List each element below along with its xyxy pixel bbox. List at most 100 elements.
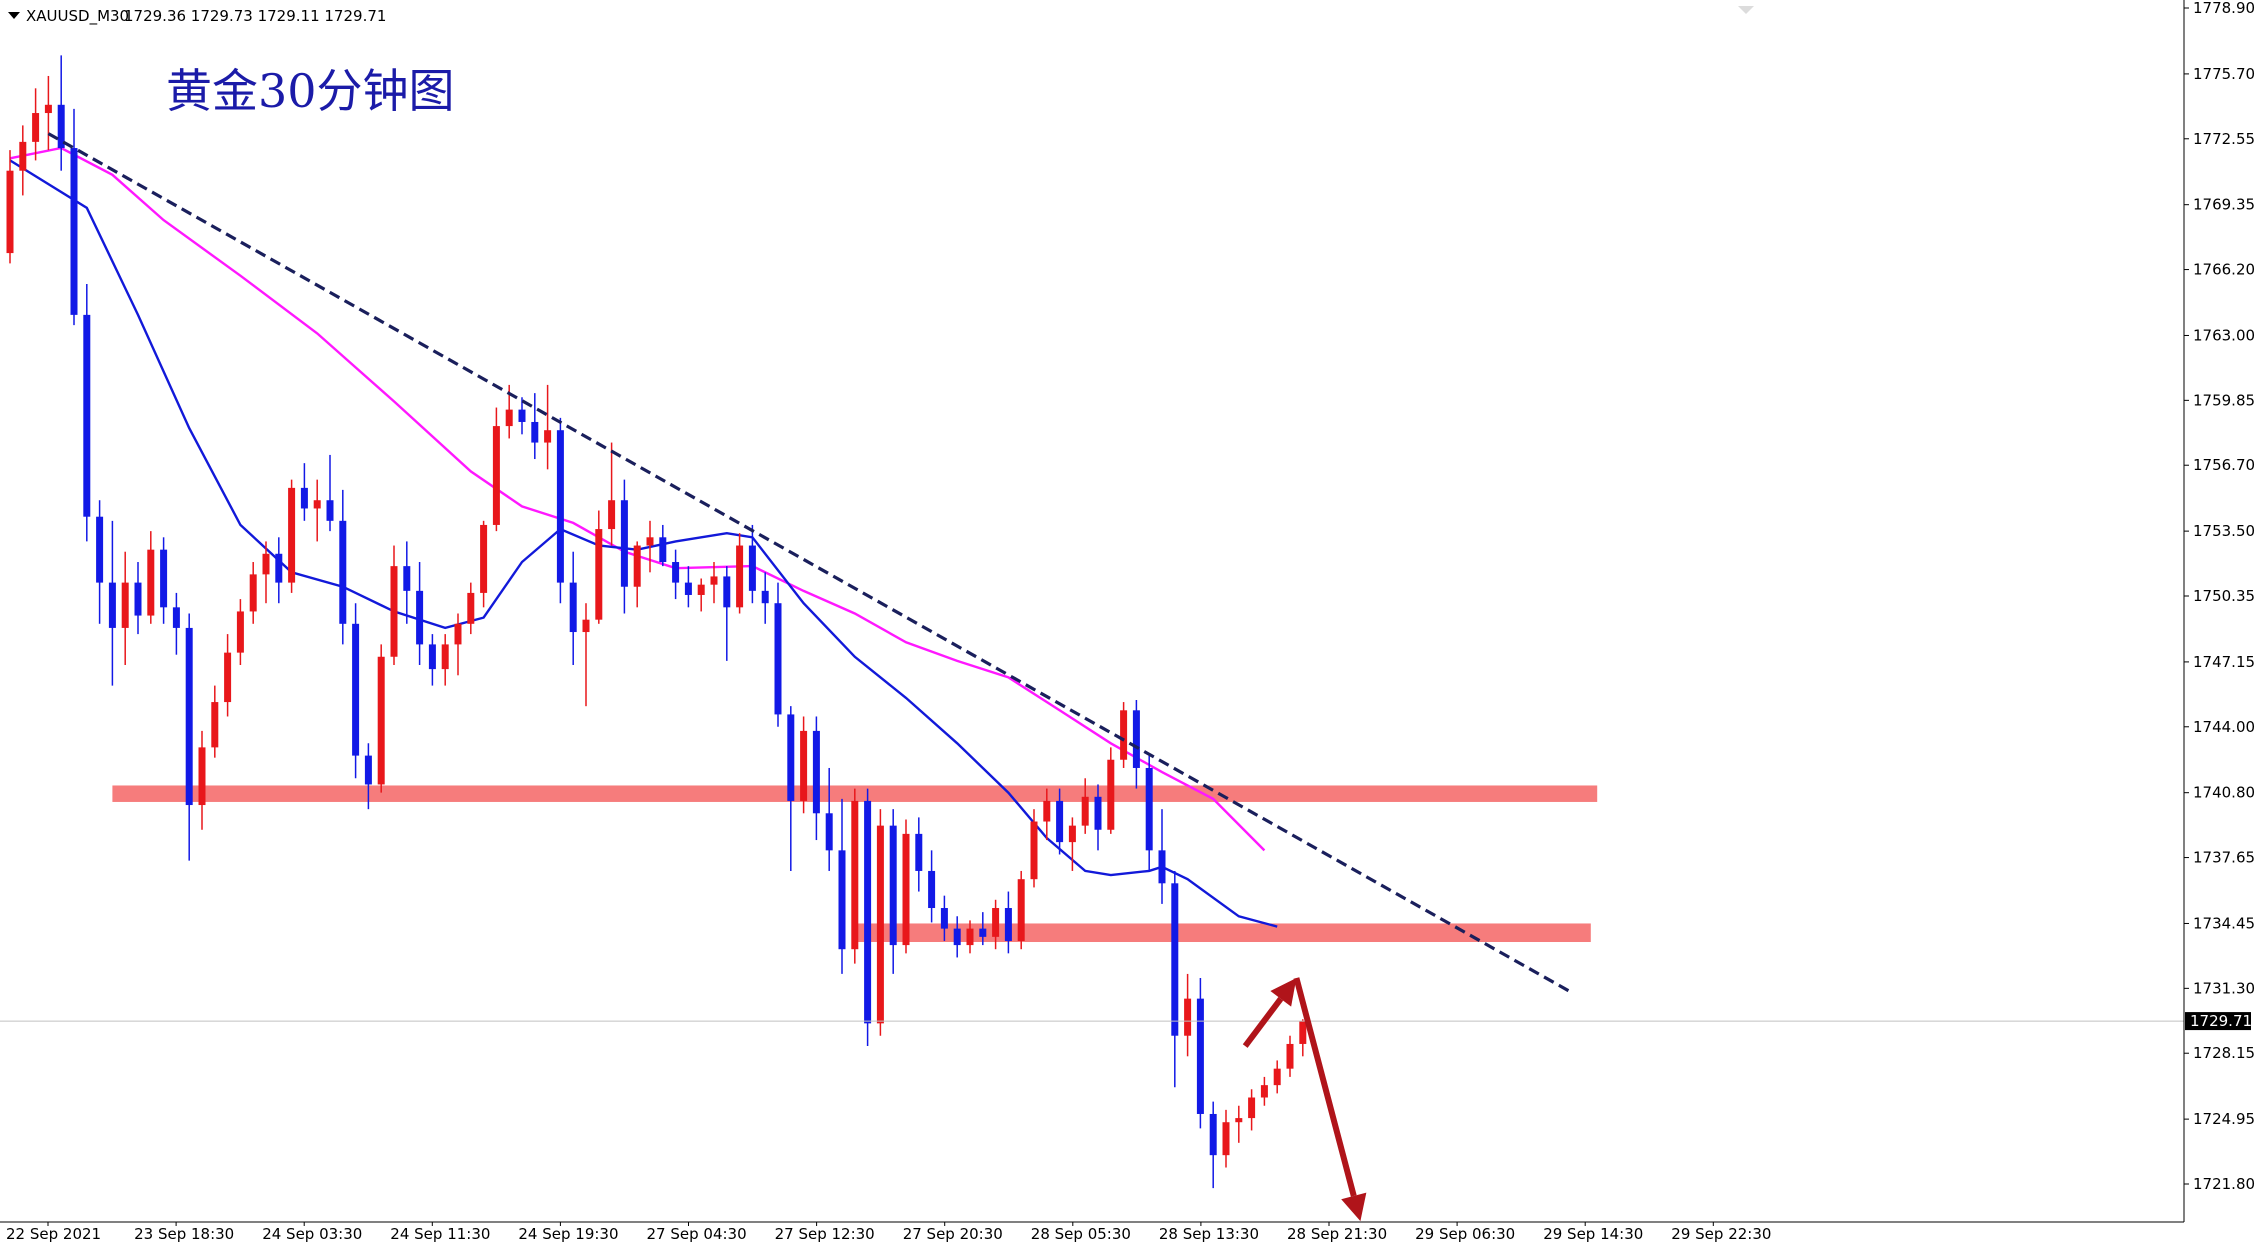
candle-body (1030, 821, 1038, 880)
y-tick-label: 1728.15 (2193, 1044, 2255, 1062)
candle-body (236, 611, 244, 653)
candle-body (224, 652, 232, 703)
price-tag-box (2185, 1012, 2251, 1031)
trendline-group (47, 132, 1573, 994)
candle-body (889, 825, 897, 946)
candle-51 (659, 524, 667, 567)
candle-17 (224, 634, 232, 717)
candle-74 (953, 916, 961, 958)
candle-75 (966, 920, 974, 954)
y-tick-label: 1756.70 (2193, 456, 2255, 474)
candle-22 (288, 479, 296, 593)
candle-101 (1299, 1019, 1307, 1057)
candle-56 (723, 566, 731, 661)
candle-body (390, 566, 398, 657)
candle-24 (313, 479, 321, 542)
y-tick-label: 1763.00 (2193, 326, 2255, 344)
candle-body (416, 590, 424, 645)
time-axis[interactable]: 22 Sep 2021 23 Sep 18:30 24 Sep 03:30 24 Se… (6, 1222, 1771, 1243)
candle-44 (569, 551, 577, 665)
y-tick-label: 1734.45 (2193, 914, 2255, 932)
candle-body (364, 755, 372, 785)
candle-43 (556, 417, 564, 604)
candle-34 (441, 634, 449, 686)
candle-body (979, 928, 987, 937)
candle-body (825, 813, 833, 851)
candle-body (915, 833, 923, 871)
candle-47 (608, 442, 616, 546)
candle-body (1286, 1043, 1294, 1069)
candle-body (800, 730, 808, 801)
candle-27 (352, 603, 360, 779)
candle-45 (582, 603, 590, 707)
x-tick-label: 28 Sep 13:30 (1159, 1225, 1259, 1243)
y-tick-label: 1737.65 (2193, 849, 2255, 867)
candle-5 (70, 108, 78, 326)
y-tick-label: 1778.90 (2193, 0, 2255, 17)
candle-body (198, 747, 206, 806)
candle-body (339, 520, 347, 624)
candle-body (1068, 825, 1076, 843)
candle-body (403, 566, 411, 591)
y-tick-label: 1766.20 (2193, 261, 2255, 279)
candle-body (748, 545, 756, 591)
candle-body (646, 537, 654, 546)
y-tick-label: 1724.95 (2193, 1110, 2255, 1128)
candle-6 (83, 283, 91, 542)
candle-body (1132, 710, 1140, 768)
candle-body (787, 714, 795, 801)
candle-53 (684, 566, 692, 608)
candle-98 (1260, 1076, 1268, 1106)
candle-body (300, 487, 308, 509)
dropdown-triangle-icon[interactable] (8, 12, 20, 19)
candle-81 (1043, 788, 1051, 841)
candle-body (32, 113, 40, 142)
candle-body (1017, 879, 1025, 941)
candle-body (1209, 1113, 1217, 1156)
x-tick-label: 27 Sep 04:30 (647, 1225, 747, 1243)
candle-30 (390, 545, 398, 665)
candle-body (1004, 908, 1012, 941)
candle-body (172, 607, 180, 628)
x-tick-label: 28 Sep 21:30 (1287, 1225, 1387, 1243)
candle-0 (6, 150, 14, 264)
candle-body (262, 553, 270, 575)
candle-9 (121, 551, 129, 665)
candle-body (1056, 800, 1064, 843)
candle-body (185, 627, 193, 806)
candle-83 (1068, 817, 1076, 871)
candle-29 (377, 644, 385, 793)
y-tick-label: 1753.50 (2193, 522, 2255, 540)
candle-body (377, 656, 385, 785)
candle-7 (96, 500, 104, 624)
candle-body (672, 562, 680, 583)
candle-92 (1184, 973, 1192, 1057)
candle-67 (864, 788, 872, 1047)
candle-body (531, 421, 539, 443)
candle-body (1222, 1122, 1230, 1156)
candle-body (556, 430, 564, 583)
candle-60 (774, 582, 782, 727)
candle-37 (480, 520, 488, 608)
candle-61 (787, 706, 795, 871)
price-tag-text: 1729.71 (2190, 1012, 2252, 1030)
candle-body (928, 870, 936, 909)
arrow-head-1 (1341, 1192, 1367, 1222)
candle-95 (1222, 1109, 1230, 1168)
price-axis[interactable]: 1778.90 1775.70 1772.55 1769.35 1766.20 1763.… (2184, 0, 2255, 1193)
ma-fast-line (9, 159, 1278, 928)
candle-body (659, 537, 667, 563)
candle-body (1081, 796, 1089, 826)
candle-body (134, 582, 142, 616)
candle-body (761, 590, 769, 604)
candle-36 (467, 582, 475, 635)
candle-89 (1145, 755, 1153, 871)
current-price-tag: 1729.71 (2185, 1012, 2252, 1031)
candle-57 (736, 533, 744, 614)
candle-body (211, 702, 219, 748)
candle-40 (518, 397, 526, 435)
candle-62 (800, 716, 808, 814)
candle-84 (1081, 778, 1089, 834)
candle-42 (544, 384, 552, 470)
